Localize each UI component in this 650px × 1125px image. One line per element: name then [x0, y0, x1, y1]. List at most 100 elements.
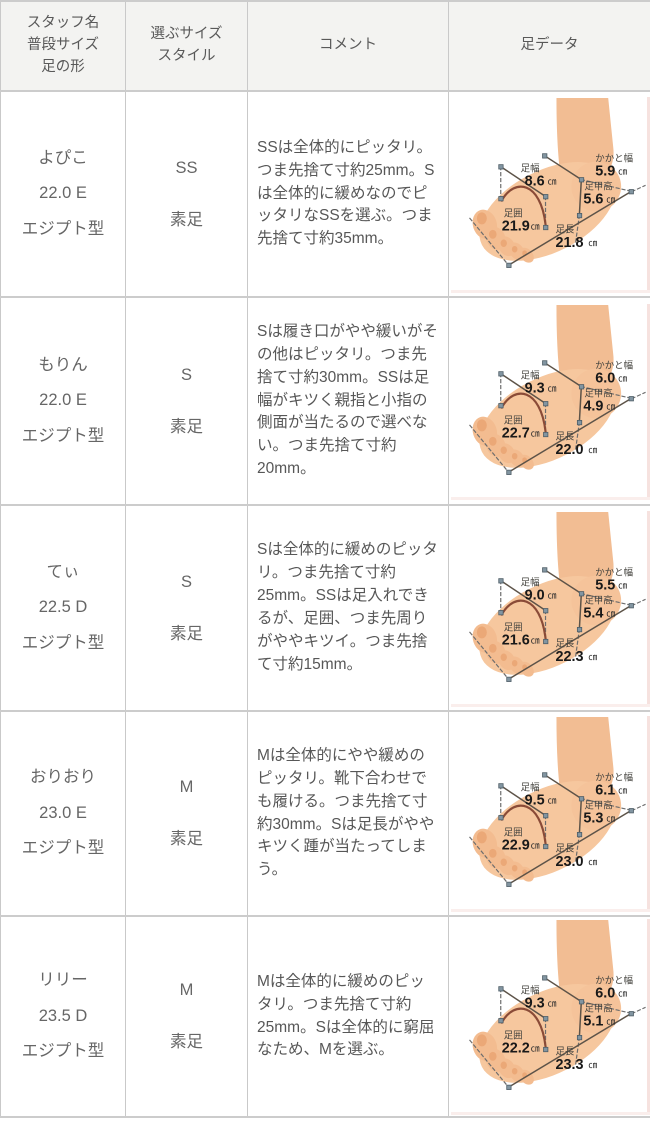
comment-cell: Sは全体的に緩めのピッタリ。つま先捨て寸約25mm。SSは足入れできるが、足囲、…: [248, 505, 449, 711]
comment-cell: Sは履き口がやや緩いがその他はピッタリ。つま先捨て寸約30mm。SSは足幅がキツ…: [248, 297, 449, 505]
staff-cell: リリー 23.5 D エジプト型: [1, 916, 126, 1117]
unit-label: ㎝: [548, 999, 557, 1009]
style-label: 素足: [127, 1028, 246, 1052]
staff-name: おりおり: [2, 760, 124, 795]
chosen-size: M: [127, 778, 246, 797]
foot-length-label: 足長: [555, 1046, 574, 1057]
foot-data-cell: 足幅 9.5 ㎝ 足囲 22.9 ㎝ かかと幅 6.1 ㎝ 足甲高 5.3 ㎝ …: [449, 711, 650, 916]
staff-foot-shape: エジプト型: [2, 212, 124, 247]
size-style-cell: SS 素足: [126, 91, 248, 297]
unit-label: ㎝: [618, 373, 627, 383]
unit-label: ㎝: [588, 1060, 597, 1070]
staff-usual-size: 22.0 E: [2, 383, 124, 418]
unit-label: ㎝: [588, 238, 597, 248]
foot-width-value: 8.6: [525, 173, 545, 189]
foot-measurement-diagram: 足幅 9.0 ㎝ 足囲 21.6 ㎝ かかと幅 5.5 ㎝ 足甲高 5.4 ㎝ …: [449, 509, 650, 708]
table-row: てぃ 22.5 D エジプト型 S 素足 Sは全体的に緩めのピッタリ。つま先捨て…: [1, 505, 650, 711]
comment-text: Sは全体的に緩めのピッタリ。つま先捨て寸約25mm。SSは足入れできるが、足囲、…: [257, 541, 438, 673]
foot-length-label: 足長: [555, 638, 574, 649]
table-row: もりん 22.0 E エジプト型 S 素足 Sは履き口がやや緩いがその他はピッタ…: [1, 297, 650, 505]
foot-measurement-diagram: 足幅 8.6 ㎝ 足囲 21.9 ㎝ かかと幅 5.9 ㎝ 足甲高 5.6 ㎝ …: [449, 95, 650, 294]
heel-width-value: 6.0: [595, 370, 615, 386]
foot-measurement-diagram: 足幅 9.3 ㎝ 足囲 22.7 ㎝ かかと幅 6.0 ㎝ 足甲高 4.9 ㎝ …: [449, 302, 650, 501]
unit-label: ㎝: [548, 176, 557, 186]
staff-cell: よぴこ 22.0 E エジプト型: [1, 91, 126, 297]
unit-label: ㎝: [618, 166, 627, 176]
chosen-size: SS: [127, 159, 246, 178]
header-comment: コメント: [248, 1, 449, 91]
instep-height-value: 5.4: [583, 605, 603, 621]
unit-label: ㎝: [588, 445, 597, 455]
heel-width-value: 5.9: [595, 163, 615, 179]
staff-usual-size: 23.0 E: [2, 796, 124, 831]
staff-usual-size: 22.0 E: [2, 176, 124, 211]
instep-height-value: 5.3: [583, 810, 603, 826]
unit-label: ㎝: [588, 857, 597, 867]
unit-label: ㎝: [606, 194, 615, 204]
staff-foot-shape: エジプト型: [2, 626, 124, 661]
unit-label: ㎝: [606, 813, 615, 823]
heel-width-value: 5.5: [595, 577, 615, 593]
header-foot-data: 足データ: [449, 1, 650, 91]
unit-label: ㎝: [606, 608, 615, 618]
unit-label: ㎝: [606, 401, 615, 411]
unit-label: ㎝: [531, 635, 540, 645]
foot-length-value: 21.8: [555, 235, 583, 251]
staff-name: もりん: [2, 348, 124, 383]
staff-usual-size: 23.5 D: [2, 999, 124, 1034]
instep-height-value: 5.6: [583, 191, 603, 207]
comment-text: Mは全体的に緩めのピッタリ。つま先捨て寸約25mm。Sは全体的に窮屈なため、Mを…: [257, 973, 434, 1059]
foot-data-cell: 足幅 8.6 ㎝ 足囲 21.9 ㎝ かかと幅 5.9 ㎝ 足甲高 5.6 ㎝ …: [449, 91, 650, 297]
table-row: リリー 23.5 D エジプト型 M 素足 Mは全体的に緩めのピッタリ。つま先捨…: [1, 916, 650, 1117]
comment-cell: Mは全体的に緩めのピッタリ。つま先捨て寸約25mm。Sは全体的に窮屈なため、Mを…: [248, 916, 449, 1117]
unit-label: ㎝: [548, 383, 557, 393]
unit-label: ㎝: [531, 221, 540, 231]
foot-girth-value: 21.9: [502, 218, 530, 234]
staff-cell: てぃ 22.5 D エジプト型: [1, 505, 126, 711]
unit-label: ㎝: [531, 428, 540, 438]
instep-height-value: 5.1: [583, 1013, 603, 1029]
staff-foot-shape: エジプト型: [2, 419, 124, 454]
foot-data-cell: 足幅 9.0 ㎝ 足囲 21.6 ㎝ かかと幅 5.5 ㎝ 足甲高 5.4 ㎝ …: [449, 505, 650, 711]
style-label: 素足: [127, 620, 246, 644]
chosen-size: S: [127, 573, 246, 592]
unit-label: ㎝: [588, 652, 597, 662]
foot-length-value: 23.0: [555, 854, 583, 870]
size-style-cell: M 素足: [126, 711, 248, 916]
unit-label: ㎝: [618, 786, 627, 796]
unit-label: ㎝: [618, 989, 627, 999]
unit-label: ㎝: [606, 1016, 615, 1026]
staff-cell: もりん 22.0 E エジプト型: [1, 297, 126, 505]
unit-label: ㎝: [618, 580, 627, 590]
staff-name: てぃ: [2, 555, 124, 590]
foot-width-value: 9.3: [525, 996, 545, 1012]
foot-girth-value: 22.7: [502, 425, 530, 441]
chosen-size: M: [127, 981, 246, 1000]
staff-foot-shape: エジプト型: [2, 831, 124, 866]
table-row: おりおり 23.0 E エジプト型 M 素足 Mは全体的にやや緩めのピッタリ。靴…: [1, 711, 650, 916]
foot-length-value: 23.3: [555, 1057, 583, 1073]
foot-girth-value: 22.2: [502, 1040, 530, 1056]
foot-measurement-diagram: 足幅 9.3 ㎝ 足囲 22.2 ㎝ かかと幅 6.0 ㎝ 足甲高 5.1 ㎝ …: [449, 917, 650, 1116]
foot-length-label: 足長: [555, 431, 574, 442]
foot-width-value: 9.3: [525, 380, 545, 396]
staff-usual-size: 22.5 D: [2, 590, 124, 625]
comment-text: Sは履き口がやや緩いがその他はピッタリ。つま先捨て寸約30mm。SSは足幅がキツ…: [257, 323, 438, 478]
staff-cell: おりおり 23.0 E エジプト型: [1, 711, 126, 916]
foot-data-cell: 足幅 9.3 ㎝ 足囲 22.2 ㎝ かかと幅 6.0 ㎝ 足甲高 5.1 ㎝ …: [449, 916, 650, 1117]
foot-length-label: 足長: [555, 843, 574, 854]
staff-foot-shape: エジプト型: [2, 1034, 124, 1069]
foot-length-value: 22.0: [555, 442, 583, 458]
unit-label: ㎝: [548, 590, 557, 600]
foot-length-label: 足長: [555, 224, 574, 235]
foot-width-value: 9.5: [525, 793, 545, 809]
style-label: 素足: [127, 825, 246, 849]
style-label: 素足: [127, 413, 246, 437]
size-style-cell: S 素足: [126, 297, 248, 505]
size-style-cell: S 素足: [126, 505, 248, 711]
chosen-size: S: [127, 366, 246, 385]
heel-width-value: 6.0: [595, 986, 615, 1002]
header-staff: スタッフ名 普段サイズ 足の形: [1, 1, 126, 91]
header-row: スタッフ名 普段サイズ 足の形 選ぶサイズ スタイル コメント 足データ: [1, 1, 650, 91]
